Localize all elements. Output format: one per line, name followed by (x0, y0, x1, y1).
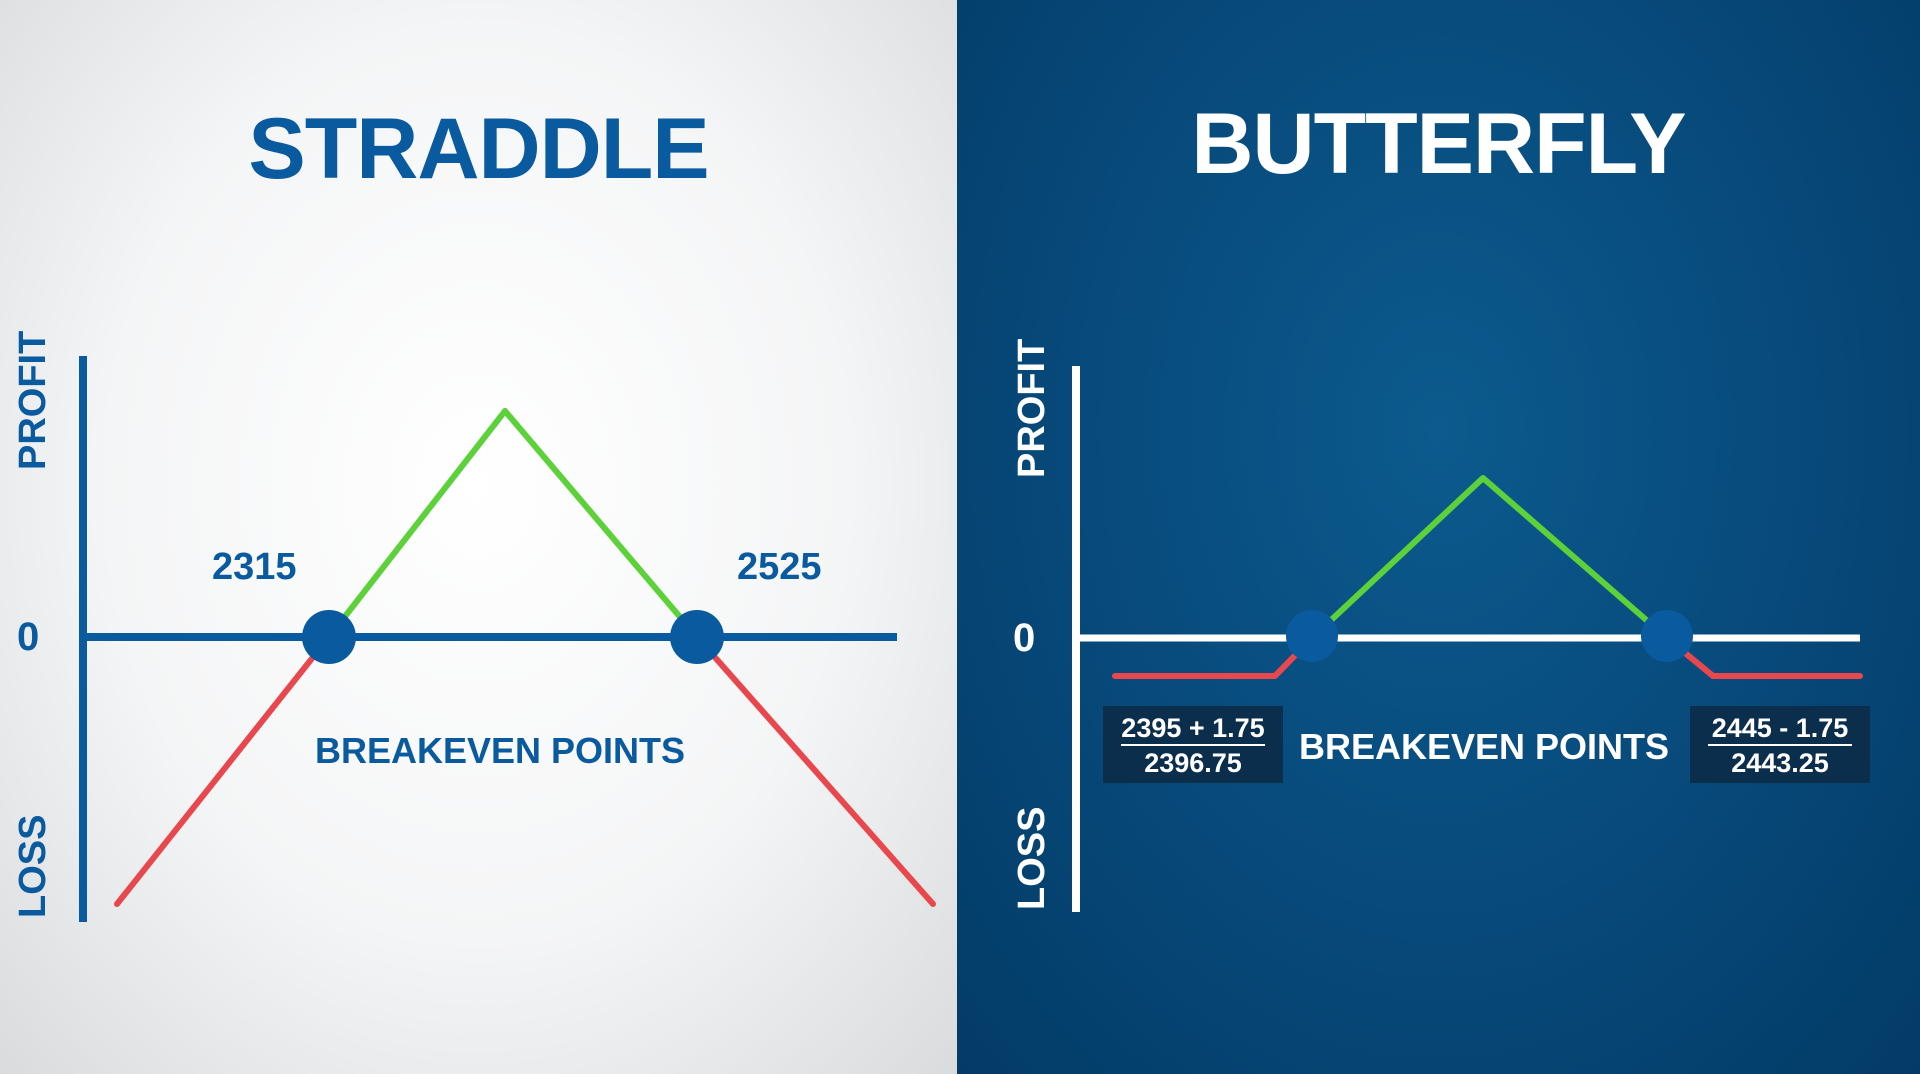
straddle-diagram (79, 356, 936, 922)
straddle-loss-line-left (114, 634, 332, 907)
straddle-title: STRADDLE (248, 101, 709, 197)
straddle-breakeven-dot-low (302, 610, 356, 664)
butterfly-loss-label: LOSS (1011, 806, 1053, 910)
straddle-profit-line-left (326, 408, 508, 640)
butterfly-zero-label: 0 (1013, 616, 1036, 660)
butterfly-loss-line-right (1664, 635, 1863, 679)
butterfly-low-fraction-bar (1121, 744, 1265, 746)
butterfly-loss-line-left (1112, 635, 1315, 679)
butterfly-low-expression: 2395 + 1.75 (1121, 713, 1265, 743)
butterfly-low-result: 2396.75 (1144, 748, 1242, 778)
straddle-breakeven-high-label: 2525 (737, 546, 822, 588)
straddle-breakeven-dot-high (670, 610, 724, 664)
butterfly-high-expression: 2445 - 1.75 (1711, 713, 1849, 743)
butterfly-title: BUTTERFLY (1191, 96, 1686, 192)
butterfly-high-result: 2443.25 (1731, 748, 1829, 778)
straddle-profit-line-right (502, 408, 700, 640)
butterfly-diagram (1072, 366, 1863, 912)
straddle-zero-label: 0 (17, 615, 40, 659)
butterfly-breakeven-low-box: 2395 + 1.75 2396.75 (1103, 706, 1283, 783)
butterfly-panel: BUTTERFLY PROFIT LOSS 0 2395 + 1.75 2396… (957, 0, 1920, 1074)
straddle-breakeven-low-label: 2315 (212, 546, 297, 588)
butterfly-breakeven-high-box: 2445 - 1.75 2443.25 (1690, 706, 1870, 783)
straddle-loss-label: LOSS (12, 814, 54, 918)
straddle-loss-line-right (694, 634, 936, 907)
butterfly-breakeven-dot-high (1641, 610, 1693, 662)
butterfly-high-fraction-bar (1708, 744, 1852, 746)
straddle-profit-label: PROFIT (12, 330, 54, 470)
butterfly-breakeven-text: BREAKEVEN POINTS (1299, 726, 1670, 767)
straddle-breakeven-text: BREAKEVEN POINTS (315, 730, 686, 771)
straddle-panel: STRADDLE PROFIT LOSS 0 2315 2525 BREAKEV… (0, 0, 957, 1074)
butterfly-profit-label: PROFIT (1011, 338, 1053, 478)
butterfly-breakeven-dot-low (1286, 610, 1338, 662)
butterfly-profit-line (1309, 475, 1670, 641)
